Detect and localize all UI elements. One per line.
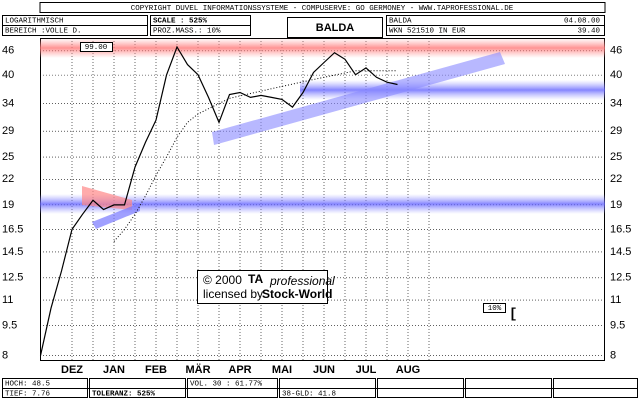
trend-band bbox=[92, 203, 140, 229]
low: TIEF: 7.76 bbox=[5, 390, 51, 398]
y-tick-label: 40 bbox=[2, 69, 14, 81]
y-tick-label: 19 bbox=[2, 199, 14, 211]
scale-percent: 10% bbox=[488, 305, 502, 313]
marker: 99.00 bbox=[85, 44, 108, 52]
watermark-licensor: Stock-World bbox=[262, 287, 332, 301]
range: BEREICH :VOLLE D. bbox=[5, 27, 82, 35]
cursor: [ bbox=[509, 307, 517, 323]
average-line bbox=[113, 70, 398, 242]
y-tick-label: 22 bbox=[610, 173, 622, 185]
y-tick-label: 34 bbox=[610, 97, 622, 109]
watermark-brand: TA bbox=[248, 272, 263, 286]
volatility: VOL. 30 : 61.77% bbox=[190, 380, 263, 388]
x-tick-label: AUG bbox=[396, 364, 420, 376]
y-tick-label: 8 bbox=[610, 349, 616, 361]
y-tick-label: 11 bbox=[2, 294, 13, 306]
title-box bbox=[287, 17, 383, 38]
y-tick-label: 25 bbox=[610, 151, 622, 163]
watermark-box bbox=[197, 270, 328, 304]
header-box bbox=[39, 2, 606, 13]
x-tick-label: DEZ bbox=[61, 364, 83, 376]
y-tick-label: 11 bbox=[610, 294, 621, 306]
price: 39.40 bbox=[577, 27, 600, 35]
tolerance: TOLERANZ: 525% bbox=[92, 390, 156, 398]
gld: 38-GLD: 41.8 bbox=[282, 390, 336, 398]
y-tick-label: 12.5 bbox=[2, 272, 23, 284]
support-band bbox=[40, 194, 605, 214]
y-tick-label: 29 bbox=[2, 125, 14, 137]
x-tick-label: JAN bbox=[103, 364, 125, 376]
high: HOCH: 48.5 bbox=[5, 380, 51, 388]
y-tick-label: 46 bbox=[2, 45, 14, 57]
wkn: WKN 521510 IN EUR bbox=[389, 27, 466, 35]
y-tick-label: 19 bbox=[610, 199, 622, 211]
x-tick-label: JUL bbox=[356, 364, 377, 376]
watermark-license: licensed by bbox=[203, 287, 263, 301]
triangle bbox=[82, 186, 132, 210]
scale-box bbox=[483, 303, 506, 313]
x-tick-label: JUN bbox=[313, 364, 335, 376]
title: BALDA bbox=[316, 22, 355, 34]
y-tick-label: 40 bbox=[610, 69, 622, 81]
x-tick-label: FEB bbox=[145, 364, 167, 376]
y-tick-label: 14.5 bbox=[2, 246, 23, 258]
copyright: COPYRIGHT DUVEL INFORMATIONSSYSTEME - CO… bbox=[131, 5, 514, 13]
resistance-band bbox=[40, 38, 605, 58]
y-tick-label: 16.5 bbox=[610, 223, 631, 235]
y-tick-label: 12.5 bbox=[610, 272, 631, 284]
y-tick-label: 46 bbox=[610, 45, 622, 57]
y-tick-label: 34 bbox=[2, 97, 14, 109]
price-line bbox=[39, 45, 398, 356]
date: 04.08.00 bbox=[564, 17, 601, 25]
percent: PROZ.MASS.: 10% bbox=[153, 27, 221, 35]
trend-band bbox=[212, 52, 505, 145]
y-tick-label: 22 bbox=[2, 173, 14, 185]
x-tick-label: MAI bbox=[272, 364, 292, 376]
watermark-year: © 2000 bbox=[203, 273, 242, 287]
y-tick-label: 25 bbox=[2, 151, 14, 163]
x-tick-label: MÄR bbox=[185, 363, 210, 376]
y-tick-label: 16.5 bbox=[2, 223, 23, 235]
x-tick-label: APR bbox=[228, 364, 251, 376]
watermark-brand: professional bbox=[269, 274, 335, 288]
y-tick-label: 9.5 bbox=[610, 320, 625, 332]
marker-box bbox=[80, 42, 113, 52]
scale: SCALE : 525% bbox=[153, 17, 208, 25]
y-tick-label: 9.5 bbox=[2, 320, 17, 332]
scale-type: LOGARITHMISCH bbox=[5, 17, 64, 25]
y-tick-label: 29 bbox=[610, 125, 622, 137]
y-tick-label: 8 bbox=[2, 349, 8, 361]
stock-name: BALDA bbox=[389, 17, 412, 25]
y-tick-label: 14.5 bbox=[610, 246, 631, 258]
